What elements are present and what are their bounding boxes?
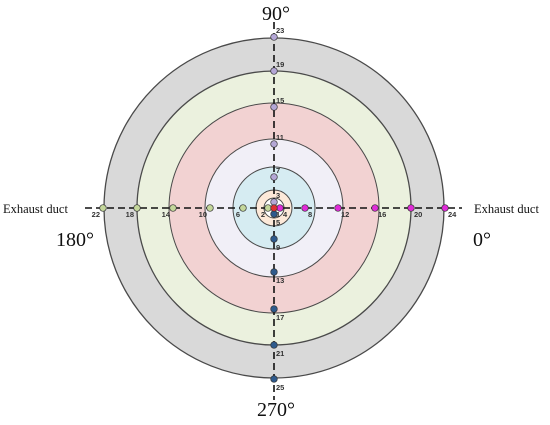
point-11 <box>270 140 278 148</box>
point-label-3: 3 <box>276 191 280 200</box>
point-10 <box>206 204 214 212</box>
point-6 <box>239 204 247 212</box>
point-label-20: 20 <box>414 210 422 219</box>
point-label-14: 14 <box>162 210 171 219</box>
point-label-23: 23 <box>276 26 284 35</box>
point-label-22: 22 <box>92 210 100 219</box>
point-label-6: 6 <box>236 210 240 219</box>
point-label-21: 21 <box>276 349 284 358</box>
point-label-18: 18 <box>126 210 134 219</box>
point-7 <box>270 173 278 181</box>
point-18 <box>133 204 141 212</box>
point-1 <box>270 204 278 212</box>
angle-label-0: 0° <box>473 229 491 251</box>
point-label-5: 5 <box>276 218 280 227</box>
point-8 <box>301 204 309 212</box>
point-16 <box>371 204 379 212</box>
point-21 <box>270 341 278 349</box>
measurement-points: 4 8 12 16 20 24 2 6 10 14 18 22 3 7 11 15 19 23 5 9 13 17 21 25… <box>92 26 458 392</box>
point-15 <box>270 103 278 111</box>
point-label-11: 11 <box>276 133 284 142</box>
angle-label-180: 180° <box>56 229 94 251</box>
point-label-10: 10 <box>199 210 207 219</box>
angle-label-90: 90° <box>262 3 290 25</box>
point-label-12: 12 <box>341 210 349 219</box>
angle-label-270: 270° <box>257 399 295 421</box>
point-13 <box>270 268 278 276</box>
point-label-2: 2 <box>261 210 265 219</box>
point-label-1: 1 <box>276 210 280 219</box>
point-label-7: 7 <box>276 166 280 175</box>
point-label-16: 16 <box>378 210 386 219</box>
exhaust-duct-label-left: Exhaust duct <box>3 202 68 216</box>
exhaust-duct-label-right: Exhaust duct <box>474 202 539 216</box>
point-label-15: 15 <box>276 96 284 105</box>
point-label-19: 19 <box>276 60 284 69</box>
point-25 <box>270 375 278 383</box>
point-label-24: 24 <box>448 210 457 219</box>
point-23 <box>270 33 278 41</box>
point-label-8: 8 <box>308 210 312 219</box>
point-9 <box>270 235 278 243</box>
point-19 <box>270 67 278 75</box>
point-12 <box>334 204 342 212</box>
point-label-25: 25 <box>276 383 284 392</box>
point-24 <box>441 204 449 212</box>
point-label-13: 13 <box>276 276 284 285</box>
point-label-9: 9 <box>276 243 280 252</box>
point-2 <box>264 204 272 212</box>
point-14 <box>169 204 177 212</box>
point-label-17: 17 <box>276 313 284 322</box>
point-label-4: 4 <box>283 210 288 219</box>
point-22 <box>99 204 107 212</box>
point-20 <box>407 204 415 212</box>
point-17 <box>270 305 278 313</box>
